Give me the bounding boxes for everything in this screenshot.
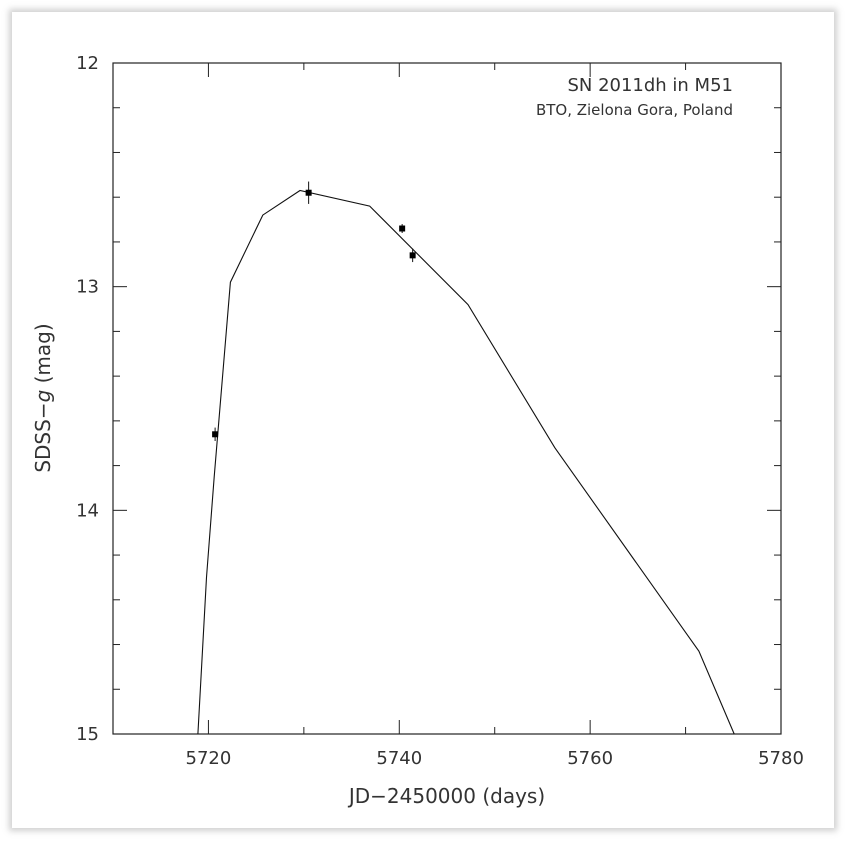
- x-tick-label: 5720: [186, 748, 232, 769]
- data-point: [399, 225, 406, 232]
- figure-frame: [12, 12, 834, 828]
- y-axis-title: SDSS−g (mag): [31, 323, 55, 472]
- y-axis-title-prefix: SDSS−: [31, 402, 55, 472]
- y-tick-label: 14: [76, 500, 99, 521]
- x-tick-label: 5760: [567, 748, 613, 769]
- data-point: [212, 431, 219, 438]
- chart-title: SN 2011dh in M51: [567, 75, 733, 96]
- plot-area-border: [112, 62, 782, 735]
- data-point: [305, 189, 312, 196]
- x-tick-label: 5780: [758, 748, 804, 769]
- observed-points: [212, 181, 416, 441]
- model-light-curve: [197, 189, 735, 735]
- y-axis-title-variable: g: [31, 390, 55, 403]
- y-tick-label: 12: [76, 53, 99, 74]
- y-axis-title-suffix: (mag): [31, 323, 55, 389]
- axis-tick-labels: 5720 5740 5760 5780 12 13 14 15: [76, 53, 804, 769]
- x-axis-title: JD−2450000 (days): [347, 784, 545, 808]
- axis-ticks: [112, 62, 782, 735]
- x-tick-label: 5740: [376, 748, 422, 769]
- y-tick-label: 15: [76, 724, 99, 745]
- chart-subtitle: BTO, Zielona Gora, Poland: [536, 101, 733, 119]
- y-tick-label: 13: [76, 277, 99, 298]
- data-point: [409, 252, 416, 259]
